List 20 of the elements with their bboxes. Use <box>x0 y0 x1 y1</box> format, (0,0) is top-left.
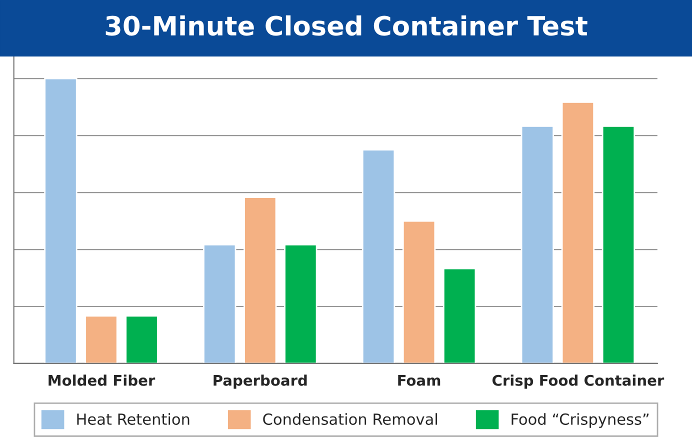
x-tick-label: Crisp Food Container <box>492 374 664 389</box>
bar <box>84 315 118 364</box>
x-tick-label: Paperboard <box>214 374 307 389</box>
bar <box>203 244 236 364</box>
bar <box>561 102 595 364</box>
bar <box>442 268 476 364</box>
bar <box>362 149 396 364</box>
x-tick-label: Molded Fiber <box>48 374 156 386</box>
legend-label: Food “Crispyness” <box>512 413 649 428</box>
bar <box>402 220 436 364</box>
bar <box>44 78 78 364</box>
bar <box>602 125 636 364</box>
x-tick-label: Foam <box>398 375 440 386</box>
bar <box>244 196 277 364</box>
bar <box>125 315 158 364</box>
bar <box>520 125 554 364</box>
bar <box>284 244 318 364</box>
chart-title: 30-Minute Closed Container Test <box>106 15 588 36</box>
legend-label: Heat Retention <box>77 413 190 425</box>
legend-label: Condensation Removal <box>263 413 437 425</box>
